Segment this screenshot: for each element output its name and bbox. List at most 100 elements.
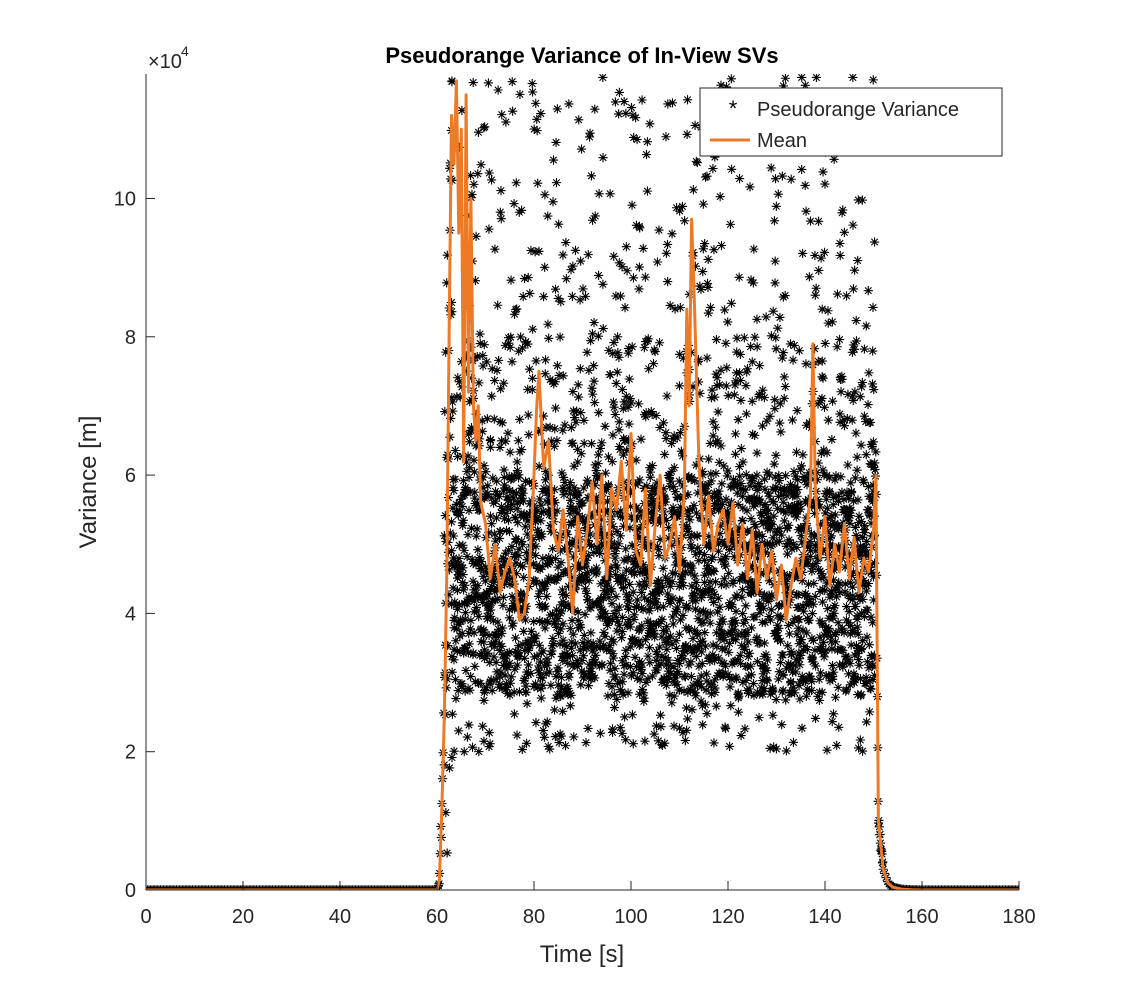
scatter-point (660, 738, 670, 748)
scatter-point (667, 466, 677, 476)
scatter-point (448, 406, 458, 416)
scatter-point (609, 690, 619, 700)
scatter-point (538, 411, 549, 421)
scatter-point (542, 660, 552, 670)
scatter-point (729, 552, 739, 562)
scatter-point (458, 563, 468, 573)
scatter-point (498, 486, 508, 496)
scatter-point (556, 606, 567, 616)
plot-area (146, 74, 1019, 890)
scatter-point (590, 673, 600, 683)
scatter-point (601, 645, 611, 655)
scatter-point (529, 681, 539, 692)
scatter-point (660, 449, 670, 460)
scatter-point (850, 627, 860, 637)
scatter-point (804, 418, 814, 428)
scatter-point (534, 246, 544, 256)
scatter-point (580, 517, 591, 527)
scatter-point (746, 670, 757, 680)
scatter-point (736, 484, 746, 494)
scatter-point (850, 387, 860, 397)
scatter-point (658, 602, 668, 612)
scatter-point (750, 332, 760, 342)
scatter-point (447, 651, 457, 662)
scatter-point (583, 595, 593, 605)
scatter-point (666, 476, 676, 486)
scatter-point (572, 491, 582, 501)
scatter-point (476, 556, 486, 567)
scatter-point (784, 504, 794, 514)
scatter-point (598, 153, 608, 163)
scatter-point (575, 573, 585, 583)
scatter-point (538, 486, 548, 497)
scatter-point (771, 333, 781, 343)
scatter-point (725, 219, 736, 229)
scatter-point (805, 552, 815, 562)
scatter-point (668, 434, 678, 444)
scatter-point (464, 592, 474, 602)
scatter-point (490, 536, 501, 546)
scatter-point (842, 413, 852, 424)
scatter-point (641, 568, 652, 578)
scatter-point (711, 468, 721, 479)
scatter-point (461, 351, 471, 361)
scatter-point (689, 501, 699, 511)
scatter-point (855, 392, 865, 402)
scatter-point (810, 645, 820, 655)
scatter-point (574, 542, 584, 552)
scatter-point (733, 499, 743, 510)
scatter-point (859, 611, 869, 622)
scatter-point (543, 577, 553, 587)
scatter-point (464, 437, 475, 447)
scatter-point (810, 713, 821, 724)
scatter-point (667, 540, 677, 550)
scatter-point (549, 495, 559, 506)
scatter-point (627, 200, 637, 210)
scatter-point (572, 444, 583, 454)
scatter-point (760, 484, 770, 494)
scatter-point (531, 356, 541, 366)
scatter-point (800, 80, 810, 90)
scatter-point (585, 529, 595, 539)
scatter-point (661, 132, 671, 142)
scatter-point (634, 284, 644, 294)
scatter-point (639, 343, 649, 353)
scatter-point (665, 690, 675, 700)
scatter-point (543, 741, 553, 751)
scatter-point (480, 122, 490, 132)
scatter-point (569, 461, 579, 471)
scatter-point (712, 489, 723, 500)
scatter-point (545, 520, 555, 531)
scatter-point (502, 484, 512, 494)
x-tick-label: 60 (426, 906, 448, 928)
scatter-point (561, 237, 571, 248)
scatter-point (486, 583, 496, 594)
scatter-point (795, 660, 805, 670)
scatter-point (675, 427, 686, 438)
scatter-point (674, 381, 685, 391)
scatter-point (514, 544, 524, 554)
scatter-point (730, 449, 741, 459)
legend: * Pseudorange Variance Mean (699, 87, 1003, 157)
scatter-point (465, 463, 475, 473)
scatter-point (653, 603, 663, 613)
scatter-point (672, 433, 682, 443)
scatter-point (827, 644, 837, 654)
scatter-point (778, 685, 788, 695)
scatter-point (456, 617, 466, 627)
scatter-point (625, 393, 635, 404)
scatter-point (519, 653, 530, 663)
scatter-point (621, 565, 631, 575)
scatter-point (754, 713, 764, 723)
scatter-point (768, 710, 778, 720)
scatter-point (737, 592, 747, 602)
scatter-point (531, 541, 541, 551)
scatter-point (726, 629, 736, 640)
scatter-point (770, 472, 780, 482)
scatter-point (777, 720, 787, 730)
scatter-point (677, 451, 688, 461)
scatter-point (702, 669, 712, 679)
scatter-point (851, 336, 862, 346)
scatter-point (470, 352, 480, 363)
scatter-point (668, 482, 679, 492)
